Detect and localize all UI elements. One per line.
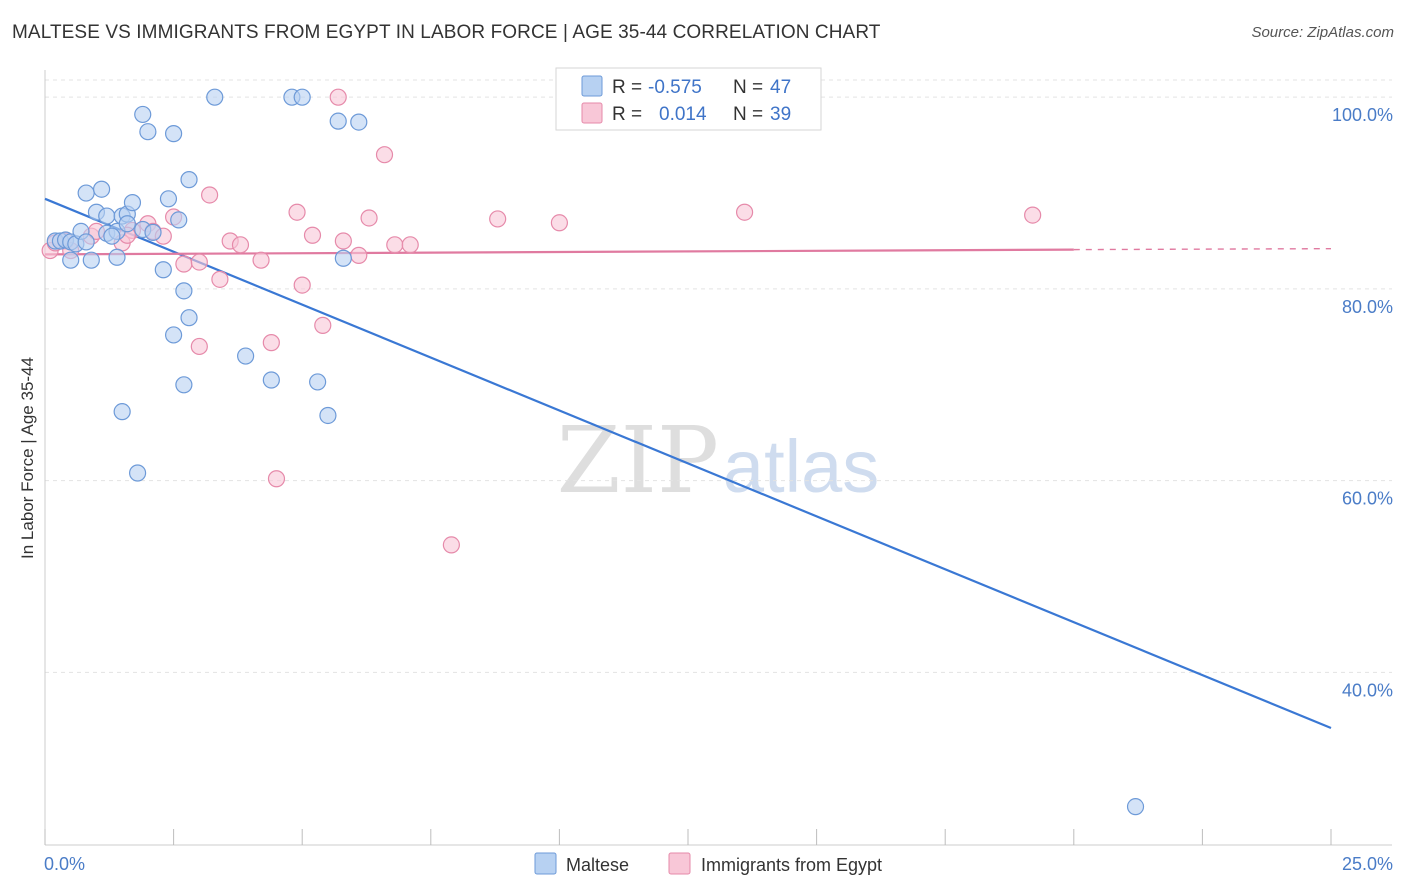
- maltese-point: [293, 88, 311, 106]
- egypt-point: [293, 276, 311, 294]
- egypt-point: [550, 214, 569, 232]
- egypt-point: [175, 255, 193, 273]
- maltese-point: [77, 233, 95, 251]
- maltese-point: [165, 125, 183, 143]
- egypt-point: [489, 210, 507, 228]
- egypt-point: [735, 203, 754, 221]
- egypt-point: [211, 270, 229, 288]
- maltese-point: [118, 215, 136, 233]
- maltese-point: [159, 190, 178, 208]
- maltese-point: [134, 105, 152, 124]
- maltese-point: [319, 406, 337, 425]
- x-tick-label-min: 0.0%: [44, 854, 85, 874]
- egypt-point: [252, 251, 270, 269]
- maltese-point: [175, 376, 193, 394]
- x-tick-label-max: 25.0%: [1342, 854, 1393, 874]
- egypt-point: [329, 88, 347, 106]
- legend-r-label-egypt: R =: [612, 104, 642, 125]
- maltese-point: [237, 347, 255, 365]
- maltese-point: [180, 309, 198, 327]
- maltese-point: [165, 326, 183, 344]
- series-legend-swatch-maltese: [534, 852, 557, 875]
- maltese-trend-line: [44, 197, 1332, 730]
- maltese-point: [1126, 798, 1145, 816]
- maltese-point: [262, 371, 280, 389]
- legend-n-value-maltese: 47: [770, 77, 791, 98]
- watermark-atlas: atlas: [723, 425, 879, 508]
- maltese-point: [62, 251, 80, 269]
- watermark-zip: ZIP: [557, 407, 719, 514]
- legend-n-value-egypt: 39: [770, 104, 791, 125]
- maltese-point: [128, 464, 147, 482]
- maltese-point: [103, 227, 121, 245]
- maltese-point: [206, 88, 224, 106]
- maltese-point: [108, 248, 126, 266]
- egypt-point: [262, 334, 280, 352]
- egypt-point: [350, 246, 368, 264]
- maltese-point: [334, 249, 352, 267]
- egypt-point: [190, 253, 208, 271]
- chart-source: Source: ZipAtlas.com: [1251, 24, 1394, 41]
- legend-n-label-egypt: N =: [733, 104, 763, 125]
- y-axis-label: In Labor Force | Age 35-44: [18, 357, 37, 559]
- legend-n-label-maltese: N =: [733, 77, 763, 98]
- watermark: ZIPatlas: [557, 407, 879, 514]
- maltese-point: [175, 282, 193, 300]
- legend-swatch-egypt: [581, 102, 603, 124]
- maltese-point: [139, 123, 157, 141]
- maltese-point: [123, 194, 142, 212]
- gridlines: [45, 79, 1392, 673]
- maltese-point: [170, 211, 188, 229]
- egypt-point: [386, 236, 404, 254]
- egypt-point: [401, 236, 419, 254]
- series-legend-label-maltese: Maltese: [566, 855, 629, 875]
- egypt-point: [267, 470, 286, 488]
- maltese-point: [350, 113, 368, 131]
- trend-lines: [44, 197, 1332, 730]
- egypt-point: [1024, 206, 1042, 224]
- legend-r-value-egypt: 0.014: [659, 104, 707, 125]
- egypt-point: [375, 146, 394, 164]
- series-legend: Maltese Immigrants from Egypt: [534, 852, 882, 875]
- egypt-point: [334, 232, 352, 250]
- maltese-point: [92, 180, 111, 198]
- maltese-point: [180, 171, 198, 189]
- egypt-point: [303, 226, 322, 244]
- y-tick-label: 60.0%: [1342, 489, 1393, 509]
- y-tick-label: 100.0%: [1332, 105, 1393, 125]
- chart-title: MALTESE VS IMMIGRANTS FROM EGYPT IN LABO…: [12, 22, 881, 43]
- maltese-point: [82, 251, 100, 269]
- egypt-point: [360, 209, 378, 227]
- egypt-point: [201, 186, 219, 204]
- maltese-point: [113, 403, 131, 421]
- legend-r-label-maltese: R =: [612, 77, 642, 98]
- y-tick-label: 80.0%: [1342, 297, 1393, 317]
- maltese-point: [144, 223, 162, 241]
- egypt-trend-line-extension: [1073, 247, 1332, 251]
- legend-r-value-maltese: -0.575: [648, 77, 702, 98]
- y-tick-label: 40.0%: [1342, 680, 1393, 700]
- legend-swatch-maltese: [581, 75, 603, 97]
- maltese-point: [309, 373, 327, 391]
- maltese-point: [329, 112, 347, 130]
- series-legend-label-egypt: Immigrants from Egypt: [701, 855, 882, 875]
- egypt-point: [314, 316, 332, 334]
- stats-legend: R = -0.575 N = 47 R = 0.014 N = 39: [555, 67, 822, 131]
- maltese-point: [98, 207, 116, 225]
- y-tick-labels: 40.0% 60.0% 80.0% 100.0%: [1332, 105, 1393, 700]
- maltese-point: [77, 184, 95, 202]
- egypt-point: [288, 203, 306, 221]
- series-legend-swatch-egypt: [668, 852, 691, 875]
- egypt-point: [231, 236, 250, 254]
- maltese-point: [154, 261, 172, 279]
- data-points: [41, 88, 1145, 816]
- egypt-point: [442, 536, 460, 554]
- x-tick-labels: 0.0% 25.0%: [44, 854, 1393, 874]
- egypt-trend-line: [44, 248, 1074, 256]
- egypt-point: [190, 337, 208, 356]
